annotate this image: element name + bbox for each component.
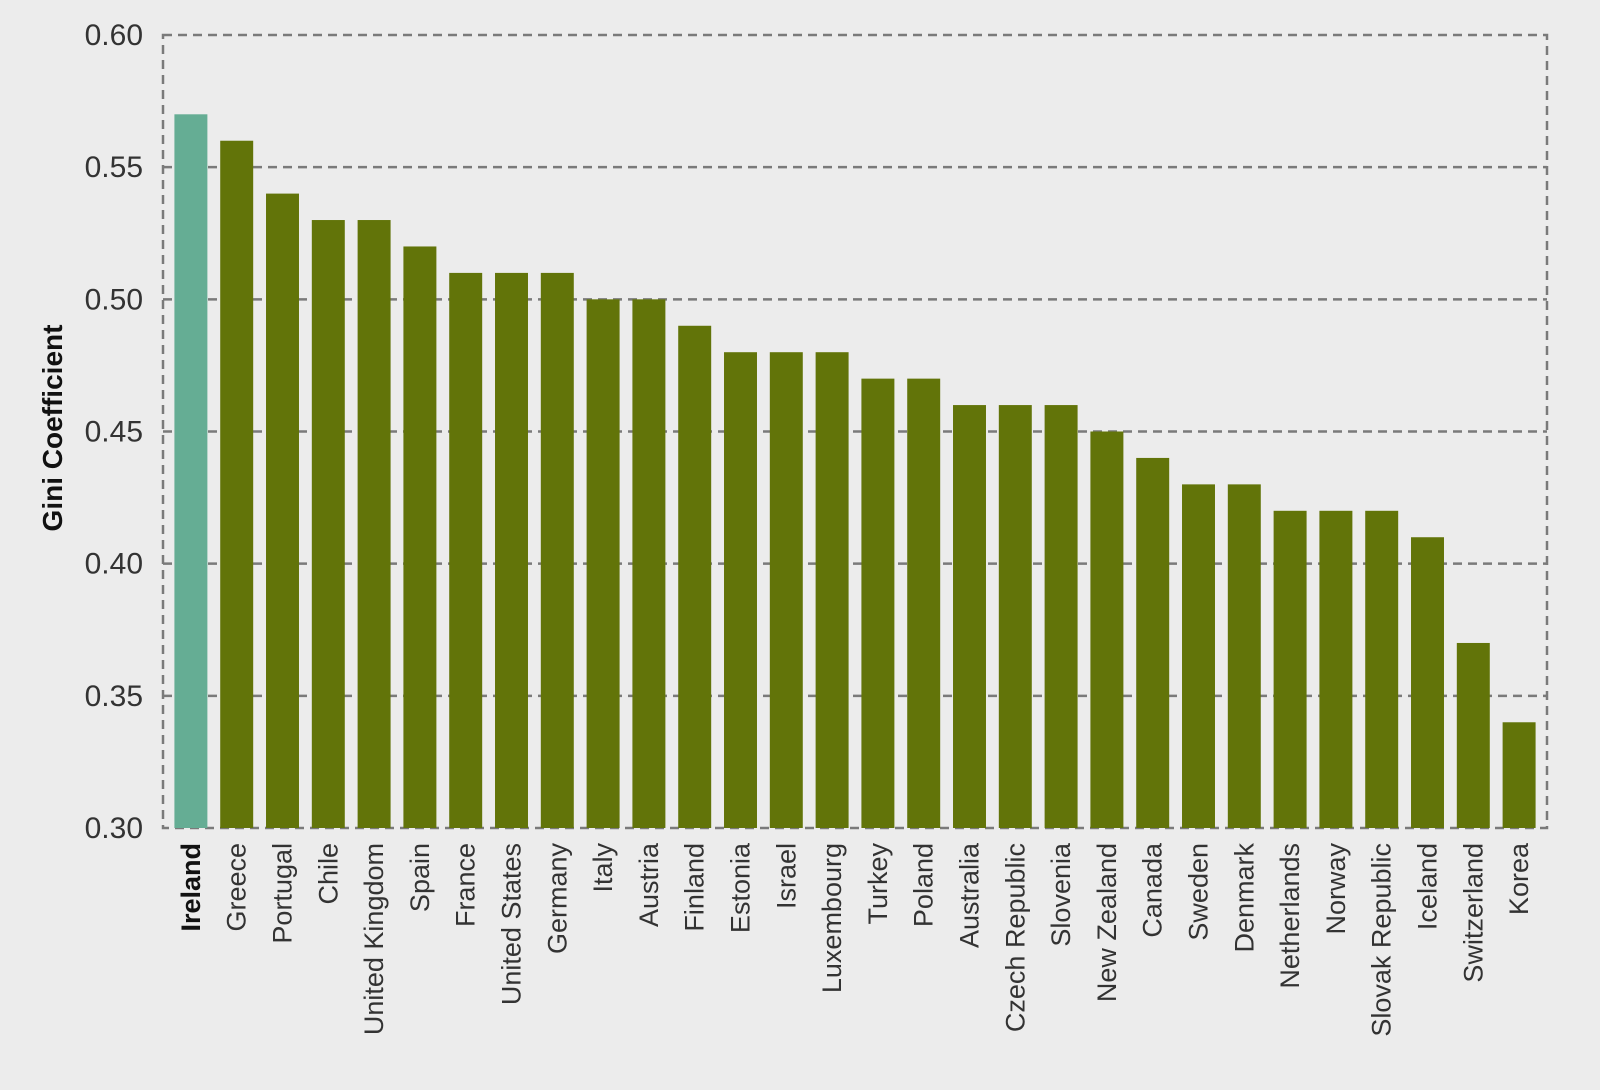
- bar-slovak-republic: [1365, 510, 1399, 828]
- x-tick-label: Poland: [909, 843, 939, 927]
- x-tick-label: Sweden: [1184, 843, 1214, 941]
- x-tick-label: Korea: [1504, 842, 1534, 915]
- x-tick-label: Israel: [771, 843, 801, 909]
- x-tick-label: France: [451, 843, 481, 927]
- bar-united-states: [495, 272, 528, 828]
- bar-greece: [220, 140, 254, 828]
- bar-czech-republic: [998, 405, 1032, 828]
- bar-france: [449, 272, 483, 828]
- bar-israel: [769, 352, 803, 828]
- x-tick-label: United States: [497, 843, 527, 1005]
- bar-spain: [403, 246, 437, 828]
- x-tick-label: Chile: [313, 843, 343, 905]
- bar-netherlands: [1273, 510, 1307, 828]
- bar-austria: [632, 299, 666, 828]
- bar-iceland: [1411, 537, 1444, 828]
- x-tick-label: Switzerland: [1458, 843, 1488, 983]
- bar-slovenia: [1044, 405, 1078, 828]
- x-tick-label: Greece: [222, 843, 252, 932]
- x-tick-label: Slovenia: [1046, 842, 1076, 947]
- bar-united-kingdom: [357, 220, 391, 829]
- bar-portugal: [266, 193, 299, 829]
- y-axis-title: Gini Coefficient: [37, 325, 68, 532]
- x-tick-label: United Kingdom: [359, 843, 389, 1035]
- bar-korea: [1502, 722, 1536, 828]
- bar-estonia: [724, 352, 757, 828]
- x-tick-label: Netherlands: [1275, 843, 1305, 989]
- bar-ireland: [174, 114, 208, 829]
- x-tick-label: Italy: [588, 843, 618, 893]
- y-tick-label: 0.35: [85, 680, 143, 713]
- x-tick-label: Iceland: [1413, 843, 1443, 930]
- bar-finland: [678, 325, 712, 828]
- x-tick-label: Norway: [1321, 843, 1351, 935]
- y-tick-label: 0.30: [85, 812, 143, 845]
- x-axis-category-labels: Ireland Greece Portugal Chile United Kingdom…: [176, 842, 1534, 1037]
- bar-australia: [953, 405, 986, 828]
- bar-chile: [311, 220, 345, 829]
- y-tick-label: 0.55: [85, 151, 143, 184]
- y-tick-label: 0.50: [85, 283, 143, 316]
- bar-poland: [907, 378, 941, 828]
- bar-denmark: [1227, 484, 1261, 828]
- x-tick-label: Finland: [680, 843, 710, 932]
- bar-germany: [540, 272, 574, 828]
- gridlines: [161, 33, 1549, 830]
- y-axis-tick-labels: 0.30 0.35 0.40 0.45 0.50 0.55 0.60: [85, 19, 143, 845]
- bar-luxembourg: [815, 352, 849, 828]
- bar-italy: [586, 299, 620, 828]
- bar-canada: [1136, 457, 1170, 828]
- bar-turkey: [861, 378, 895, 828]
- bar-sweden: [1182, 484, 1215, 828]
- x-tick-label: Portugal: [268, 843, 298, 944]
- y-tick-label: 0.45: [85, 416, 143, 449]
- plot-frame: [161, 33, 1549, 830]
- x-tick-label: Canada: [1138, 842, 1168, 938]
- x-tick-label: Slovak Republic: [1367, 843, 1397, 1037]
- x-tick-label: Luxembourg: [817, 843, 847, 993]
- x-tick-label: Austria: [634, 842, 664, 927]
- bar-switzerland: [1456, 642, 1490, 828]
- x-tick-label: Denmark: [1229, 843, 1259, 953]
- x-tick-label: Spain: [405, 843, 435, 912]
- bar-norway: [1319, 510, 1353, 828]
- x-tick-label: Turkey: [863, 843, 893, 925]
- x-tick-label: Ireland: [176, 843, 206, 932]
- x-tick-label: Estonia: [726, 842, 756, 933]
- x-tick-label: Germany: [542, 843, 572, 955]
- x-tick-label: Czech Republic: [1000, 843, 1030, 1032]
- y-tick-label: 0.60: [85, 19, 143, 52]
- y-tick-label: 0.40: [85, 548, 143, 581]
- x-tick-label: Australia: [955, 842, 985, 948]
- x-tick-label: New Zealand: [1092, 843, 1122, 1002]
- bars: [174, 114, 1536, 829]
- bar-new-zealand: [1090, 431, 1124, 828]
